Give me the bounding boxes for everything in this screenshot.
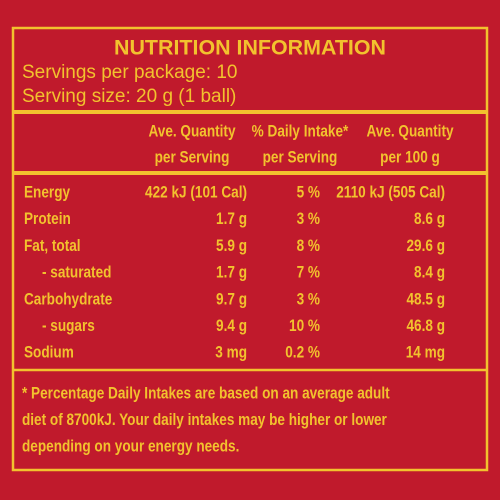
row-value: 1.7 g <box>216 210 247 229</box>
row-value: 3 % <box>297 210 321 229</box>
row-value: 2110 kJ (505 Cal) <box>336 183 445 202</box>
footnote-line: * Percentage Daily Intakes are based on … <box>22 384 390 403</box>
row-label: - saturated <box>42 263 111 282</box>
row-value: 8.4 g <box>414 263 445 282</box>
panel-border <box>11 26 489 472</box>
row-label: Carbohydrate <box>24 290 113 309</box>
row-value: 8 % <box>297 237 321 256</box>
column-header: Ave. Quantity <box>366 122 453 141</box>
row-value: 46.8 g <box>406 317 445 336</box>
row-value: 7 % <box>297 263 321 282</box>
row-value: 5.9 g <box>216 237 247 256</box>
column-header: Ave. Quantity <box>148 122 235 141</box>
servings-per-package: Servings per package: 10 <box>22 62 237 83</box>
footnote-line: depending on your energy needs. <box>22 437 239 456</box>
serving-size: Serving size: 20 g (1 ball) <box>22 86 236 107</box>
row-value: 48.5 g <box>406 290 445 309</box>
row-value: 9.7 g <box>216 290 247 309</box>
column-header: % Daily Intake* <box>252 122 349 141</box>
column-header: per 100 g <box>380 148 440 167</box>
footnote-line: diet of 8700kJ. Your daily intakes may b… <box>22 411 387 430</box>
row-value: 9.4 g <box>216 317 247 336</box>
row-label: Energy <box>24 183 70 202</box>
row-value: 10 % <box>289 317 320 336</box>
row-value: 3 mg <box>215 343 247 362</box>
row-value: 14 mg <box>406 343 445 362</box>
row-value: 29.6 g <box>406 237 445 256</box>
row-label: - sugars <box>42 317 95 336</box>
row-label: Protein <box>24 210 71 229</box>
column-header: per Serving <box>155 148 230 167</box>
row-value: 1.7 g <box>216 263 247 282</box>
row-value: 422 kJ (101 Cal) <box>145 183 247 202</box>
row-value: 8.6 g <box>414 210 445 229</box>
row-label: Fat, total <box>24 237 81 256</box>
title: NUTRITION INFORMATION <box>114 37 386 60</box>
row-value: 0.2 % <box>285 343 320 362</box>
row-value: 5 % <box>297 183 321 202</box>
row-value: 3 % <box>297 290 321 309</box>
column-header: per Serving <box>263 148 338 167</box>
row-label: Sodium <box>24 343 74 362</box>
